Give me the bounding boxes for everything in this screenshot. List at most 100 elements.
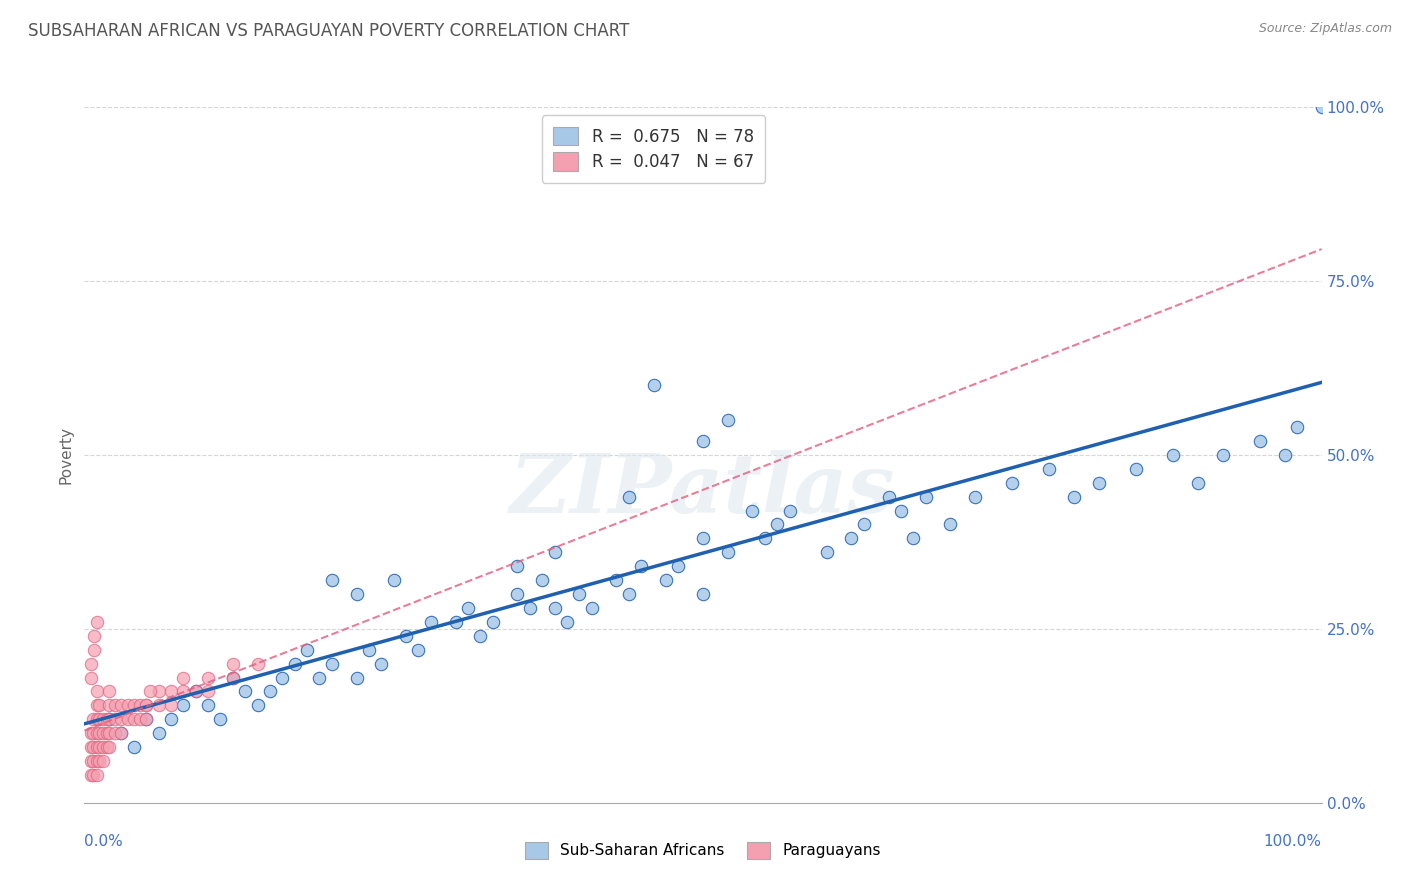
Point [246,698,269,713]
Point [555,615,578,629]
Point [543,601,565,615]
Point [1088,475,1111,490]
Point [939,517,962,532]
Point [754,532,776,546]
Point [83,629,105,643]
Point [91,740,114,755]
Point [271,671,294,685]
Point [519,601,541,615]
Point [1310,100,1333,114]
Point [506,587,529,601]
Text: 0.0%: 0.0% [84,834,124,849]
Point [79,740,101,755]
Point [357,642,380,657]
Point [160,698,183,713]
Point [741,503,763,517]
Point [184,684,207,698]
Point [104,712,127,726]
Point [110,726,132,740]
Point [98,740,121,755]
Point [86,698,108,713]
Point [295,642,318,657]
Point [222,671,245,685]
Point [617,587,640,601]
Point [79,754,101,768]
Point [135,698,157,713]
Point [96,726,118,740]
Point [98,698,121,713]
Point [172,684,194,698]
Point [82,754,104,768]
Point [86,740,108,755]
Point [104,726,127,740]
Point [82,740,104,755]
Point [246,657,269,671]
Point [110,712,132,726]
Point [581,601,603,615]
Point [259,684,281,698]
Text: Source: ZipAtlas.com: Source: ZipAtlas.com [1258,22,1392,36]
Point [1249,434,1271,448]
Point [605,573,627,587]
Point [531,573,554,587]
Point [184,684,207,698]
Point [86,712,108,726]
Point [506,559,529,574]
Point [1187,475,1209,490]
Point [98,726,121,740]
Point [129,712,152,726]
Point [692,434,714,448]
Point [852,517,875,532]
Point [444,615,467,629]
Point [91,754,114,768]
Point [382,573,405,587]
Point [86,684,108,698]
Point [419,615,441,629]
Point [110,698,132,713]
Point [197,671,219,685]
Point [135,712,157,726]
Point [692,587,714,601]
Point [98,684,121,698]
Point [666,559,689,574]
Point [222,671,245,685]
Point [91,726,114,740]
Point [82,768,104,782]
Point [1125,462,1147,476]
Y-axis label: Poverty: Poverty [58,425,73,484]
Text: 100.0%: 100.0% [1264,834,1322,849]
Point [222,657,245,671]
Point [96,712,118,726]
Point [160,712,183,726]
Point [1063,490,1085,504]
Point [370,657,392,671]
Point [321,657,343,671]
Point [83,642,105,657]
Point [457,601,479,615]
Point [481,615,503,629]
Point [779,503,801,517]
Text: SUBSAHARAN AFRICAN VS PARAGUAYAN POVERTY CORRELATION CHART: SUBSAHARAN AFRICAN VS PARAGUAYAN POVERTY… [28,22,630,40]
Point [96,740,118,755]
Point [568,587,591,601]
Point [655,573,678,587]
Point [148,726,170,740]
Point [98,712,121,726]
Point [139,684,162,698]
Point [543,545,565,559]
Point [1161,448,1184,462]
Point [110,726,132,740]
Point [766,517,789,532]
Point [233,684,256,698]
Point [630,559,652,574]
Point [903,532,925,546]
Point [89,754,111,768]
Point [98,712,121,726]
Point [148,698,170,713]
Point [617,490,640,504]
Point [284,657,307,671]
Legend: Sub-Saharan Africans, Paraguayans: Sub-Saharan Africans, Paraguayans [519,836,887,864]
Point [89,698,111,713]
Point [172,671,194,685]
Point [79,768,101,782]
